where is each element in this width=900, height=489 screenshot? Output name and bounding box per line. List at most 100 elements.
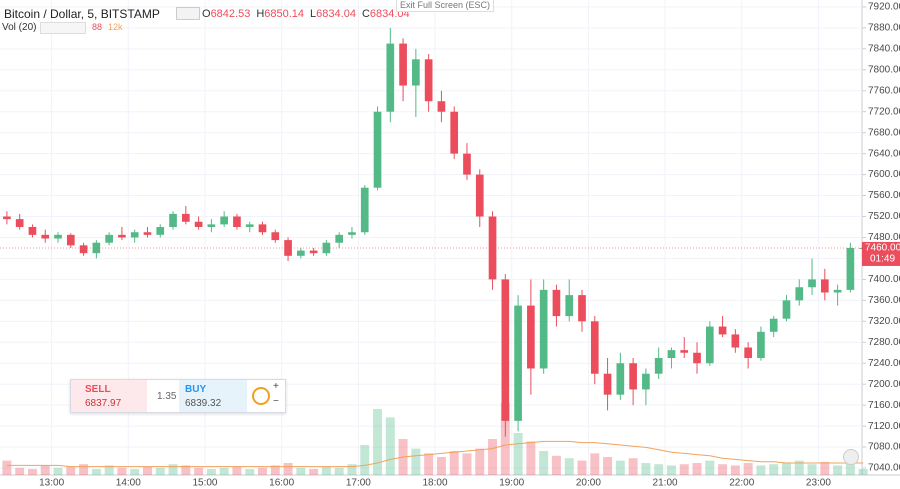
candle-body [143,232,152,235]
price-label-box [862,241,900,266]
candle-body [603,373,612,395]
candle-body [79,245,88,254]
y-tick-label: 7640.00 [868,148,900,159]
candle-body [680,350,689,353]
x-tick-label: 14:00 [116,478,141,489]
candle-body [616,363,625,395]
chart-title: Bitcoin / Dollar, 5, BITSTAMP [4,7,160,21]
buy-panel[interactable] [179,380,247,412]
volume-buttons[interactable] [40,22,86,34]
volume-bar [500,403,510,475]
y-tick-label: 7160.00 [868,400,900,411]
tooltip[interactable]: Exit Full Screen (ESC) [396,0,495,12]
ohlc-key: C [361,8,370,20]
volume-bar [91,469,101,475]
sell-panel[interactable] [71,380,147,412]
candle-body [41,234,50,239]
volume-bar [2,460,12,475]
volume-bar [385,417,395,475]
candle-body [693,352,701,364]
candle-body [412,59,420,86]
volume-bar [769,464,779,475]
ohlc-key: H [256,8,265,20]
ohlc-value: 6834.04 [316,8,356,20]
y-tick-label: 7680.00 [868,127,900,138]
x-tick-label: 16:00 [269,478,294,489]
candle-body [642,373,650,390]
volume-bar [858,469,868,475]
candle-body [667,350,676,358]
header-buttons[interactable] [176,7,200,20]
volume-bar [743,463,753,475]
candle-body [463,153,471,175]
y-tick-label: 7280.00 [868,337,900,348]
volume-bar [756,465,766,475]
volume-bar [833,465,843,475]
volume-bar [845,460,855,475]
candle-body [322,242,331,254]
y-tick-label: 7520.00 [868,211,900,222]
candle-body [245,224,254,227]
countdown: 01:49 [870,254,895,265]
trade-widget: SELL 6837.97 1.35 BUY 6839.32 + − [70,379,286,413]
x-tick-label: 15:00 [192,478,217,489]
volume-value: 88 [92,22,103,32]
volume-bar [321,466,331,475]
candle-body [795,287,804,301]
scroll-button[interactable] [843,449,859,465]
volume-bar [130,469,140,475]
volume-bar [590,453,600,475]
volume-label: Vol (20) [2,22,37,33]
y-tick-label: 7040.00 [868,463,900,474]
y-tick-label: 7760.00 [868,85,900,96]
volume-ma-line [6,440,864,468]
y-tick-label: 7920.00 [868,2,900,13]
volume-bar [679,464,689,475]
volume-bar [424,453,434,475]
volume-bar [309,469,319,475]
volume-ma-value: 12k [108,22,123,32]
volume-bar [219,467,229,475]
candle-body [424,59,433,102]
volume-bar [347,464,357,475]
volume-bar [730,465,740,475]
price-label: 7460.00 [865,243,900,254]
x-tick-label: 19:00 [499,478,524,489]
candle-body [757,331,765,358]
volume-bar [641,463,651,475]
ohlc-values: O6842.53 H6850.14 L6834.04 C6834.04 [202,8,416,20]
plus-button[interactable]: + [273,381,279,392]
volume-bar [436,457,446,475]
candle-body [437,101,446,112]
x-tick-label: 20:00 [576,478,601,489]
volume-bar [654,464,664,475]
buy-label: BUY [185,384,207,395]
x-tick-label: 23:00 [806,478,831,489]
volume-bar [66,466,76,475]
candle-body [705,326,714,364]
candle-body [654,357,663,374]
volume-bar [488,439,498,475]
ohlc-value: 6850.14 [264,8,305,20]
volume-bar [513,433,523,475]
info-icon[interactable] [252,387,270,405]
volume-bar [449,451,459,475]
volume-bar [104,465,114,475]
volume-bar [718,464,728,475]
y-tick-label: 7400.00 [868,274,900,285]
y-tick-label: 7080.00 [868,442,900,453]
volume-bar [526,441,536,475]
x-tick-label: 21:00 [653,478,678,489]
volume-bar [27,469,37,475]
candle-body [450,111,459,154]
minus-button[interactable]: − [273,396,279,407]
candle-body [348,232,356,235]
x-tick-label: 22:00 [729,478,754,489]
x-tick-label: 17:00 [346,478,371,489]
candle-body [130,232,139,238]
y-tick-label: 7560.00 [868,190,900,201]
volume-bar [53,467,63,475]
volume-bar [628,458,638,475]
candle-body [552,289,561,317]
volume-bar [155,467,165,475]
